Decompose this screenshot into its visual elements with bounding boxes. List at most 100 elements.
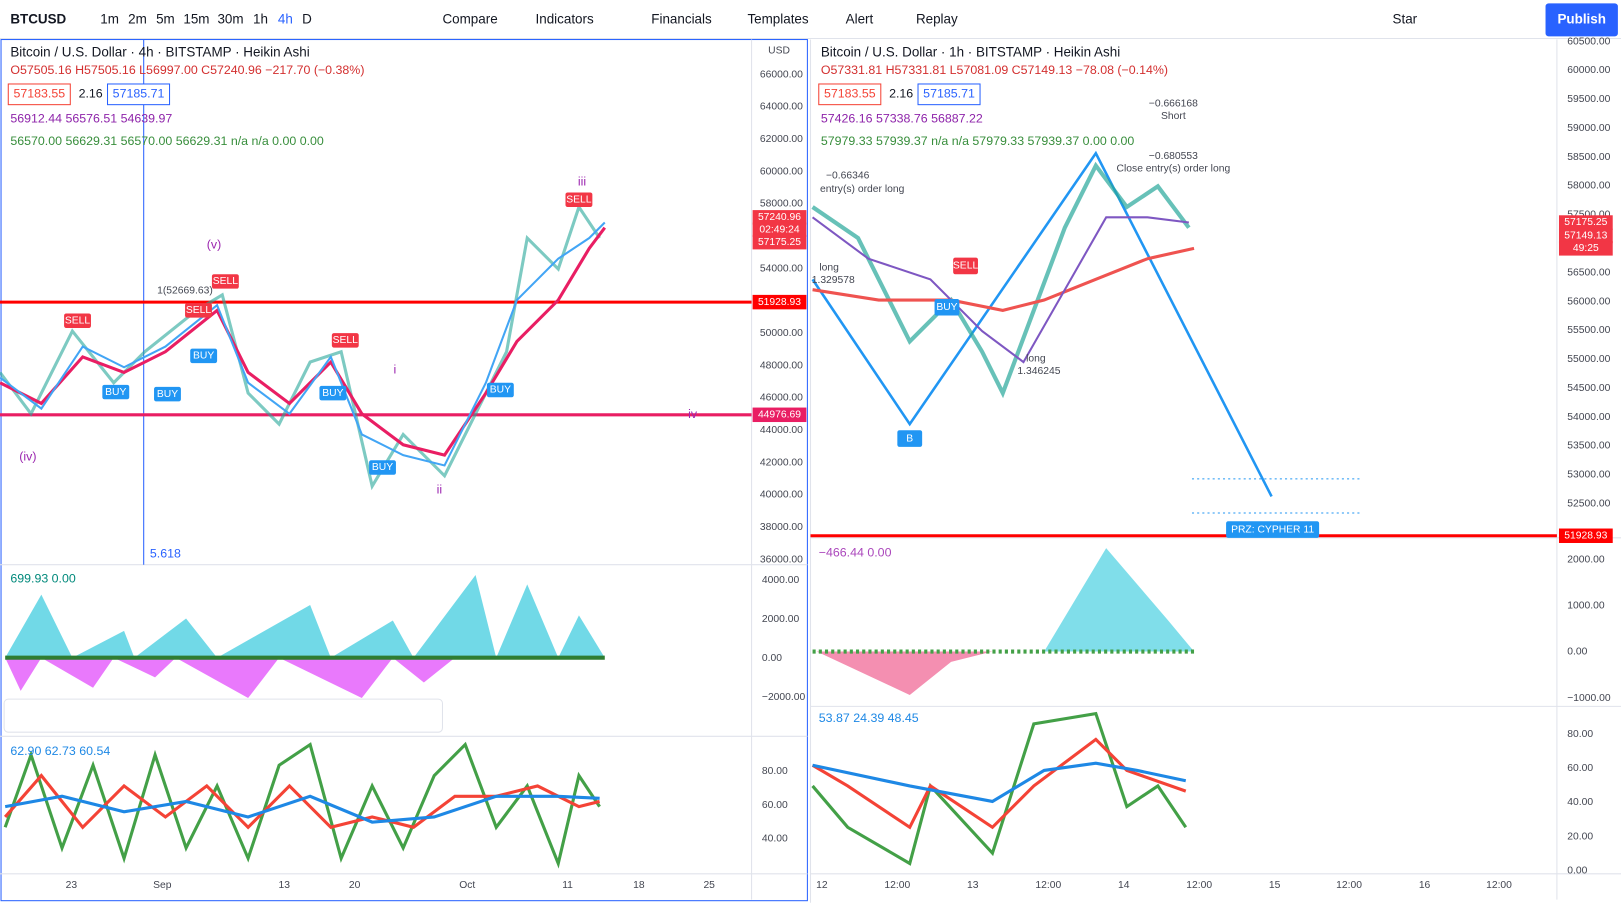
price-tag	[1558, 241, 1613, 256]
price-axis-label: 40.00	[1567, 797, 1593, 808]
price-axis-label: 64000.00	[760, 102, 803, 113]
toolbar-button[interactable]: Alert	[846, 11, 874, 26]
price-axis-label: 58500.00	[1567, 152, 1610, 163]
bid: 57183.55	[13, 87, 65, 101]
signal-label: SELL	[186, 305, 212, 316]
annotation-box	[1226, 521, 1320, 538]
price-axis-label: 54000.00	[1567, 412, 1610, 423]
price-axis-label: 50000.00	[760, 328, 803, 339]
osc-legend: 699.93 0.00	[10, 571, 76, 585]
interval[interactable]: 5m	[156, 11, 175, 26]
publish-button[interactable]	[1545, 3, 1618, 37]
histogram	[5, 657, 455, 699]
moving-average	[811, 216, 1189, 364]
time-axis-label: 12	[816, 880, 828, 891]
toolbar-button[interactable]: Templates	[747, 11, 808, 26]
annotation: long	[819, 263, 839, 274]
price-tag	[752, 222, 807, 237]
toolbar-button[interactable]: Indicators	[536, 11, 594, 26]
ohlc-legend: O57331.81 H57331.81 L57081.09 C57149.13 …	[821, 63, 1168, 77]
symbol[interactable]: BTCUSD	[10, 11, 66, 26]
time-axis-label: 11	[562, 880, 573, 891]
signal-label: SELL	[333, 335, 359, 346]
price-axis-label: 60000.00	[1567, 65, 1610, 76]
price-axis-label: 54500.00	[1567, 383, 1610, 394]
price-axis-label: 44000.00	[760, 425, 803, 436]
osc-legend: −466.44 0.00	[819, 546, 892, 560]
interval[interactable]: 2m	[128, 11, 147, 26]
price-tag-label: 57175.25	[758, 237, 801, 248]
time-axis-label: 18	[633, 880, 645, 891]
time-axis-label: 23	[66, 880, 78, 891]
signal-box	[154, 386, 181, 402]
ask: 57185.71	[923, 87, 975, 101]
price-axis-label: 55000.00	[1567, 354, 1610, 365]
interval[interactable]: 1h	[253, 11, 268, 26]
indicator-legend: 56570.00 56629.31 56570.00 56629.31 n/a …	[10, 134, 324, 148]
dividers	[0, 39, 1621, 903]
signal-label: BUY	[372, 462, 393, 473]
time-axis-label: 12:00	[884, 880, 910, 891]
annotation: B	[906, 433, 913, 444]
publish-label[interactable]: Publish	[1557, 11, 1605, 26]
annotation-box	[897, 430, 923, 447]
interval[interactable]: 30m	[217, 11, 243, 26]
time-axis-label: 13	[279, 880, 291, 891]
interval[interactable]: D	[302, 11, 312, 26]
signal-box	[190, 348, 218, 364]
price-axis-label: 40000.00	[760, 490, 803, 501]
price-tag-label: 57240.96	[758, 212, 801, 223]
drawing-toolbar[interactable]	[3, 698, 443, 733]
price-tag	[1558, 228, 1613, 244]
annotation: long	[1026, 354, 1046, 365]
interval[interactable]: 1m	[100, 11, 119, 26]
signal-box	[211, 274, 239, 289]
price-axis-label: 4000.00	[762, 575, 800, 586]
price-axis-label: 80.00	[762, 766, 788, 777]
layout-name[interactable]: Star	[1393, 11, 1418, 26]
signal-box	[64, 313, 91, 328]
price-line	[811, 161, 1191, 399]
pane-title: Bitcoin / U.S. Dollar · 4h · BITSTAMP · …	[10, 45, 309, 60]
rsi-line	[812, 761, 1187, 804]
time-axis-label: 25	[703, 880, 715, 891]
signal-box	[185, 303, 212, 318]
price-tag	[752, 210, 807, 225]
toolbar-button[interactable]: Compare	[442, 11, 497, 26]
harmonic-pattern	[811, 150, 1273, 498]
price-tag-label: 02:49:24	[759, 224, 799, 235]
price-axis-label: 54000.00	[760, 263, 803, 274]
annotation: −0.66346	[826, 171, 870, 182]
price-axis-label: 48000.00	[760, 360, 803, 371]
wave-label: i	[394, 363, 397, 377]
time-axis-label: 12:00	[1186, 880, 1212, 891]
time-axis-label: 12:00	[1486, 880, 1512, 891]
toolbar-button[interactable]: Replay	[916, 11, 958, 26]
rsi-line	[4, 794, 600, 824]
signal-label: SELL	[213, 276, 239, 287]
time-axis-label: 14	[1118, 880, 1130, 891]
price-axis-label: 52500.00	[1567, 498, 1610, 509]
rsi-line	[3, 741, 601, 869]
price-axis-label: 0.00	[1567, 647, 1587, 658]
pane-title: Bitcoin / U.S. Dollar · 1h · BITSTAMP · …	[821, 45, 1120, 60]
annotation-box	[953, 257, 978, 275]
signal-box	[565, 192, 593, 208]
bid-box	[818, 83, 882, 106]
signal-box	[331, 333, 359, 348]
ask-box	[917, 83, 981, 106]
interval[interactable]: 4h	[278, 11, 293, 26]
moving-average	[0, 226, 607, 457]
annotation: 1.329578	[812, 275, 855, 286]
toolbar-button[interactable]: Financials	[651, 11, 712, 26]
price-axis-label: 55500.00	[1567, 325, 1610, 336]
annotation: entry(s) order long	[820, 184, 905, 195]
price-axis-label: 60.00	[1567, 763, 1593, 774]
price-axis-label: 2000.00	[1567, 554, 1605, 565]
annotation: Short	[1161, 111, 1186, 122]
time-axis-label: 13	[967, 880, 979, 891]
annotation: 1.346245	[1017, 366, 1060, 377]
interval[interactable]: 15m	[183, 11, 209, 26]
time-axis-label: 16	[1419, 880, 1431, 891]
indicator-legend: 56912.44 56576.51 54639.97	[10, 111, 172, 125]
